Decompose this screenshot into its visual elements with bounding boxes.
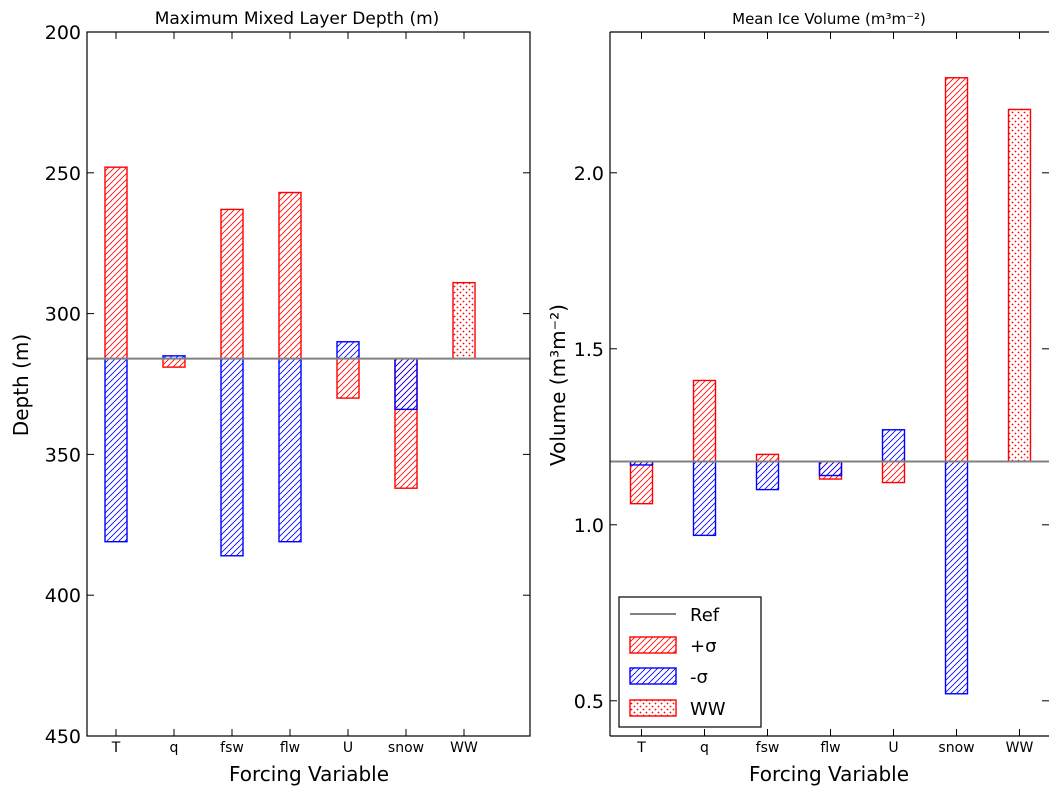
right-bar-minus-sigma-snow <box>944 460 969 695</box>
right-y-axis-label: Volume (m³m⁻²) <box>546 304 570 466</box>
left-axes-frame <box>86 31 531 737</box>
left-bar-minus-sigma-U <box>336 341 360 360</box>
left-x-tick-label-fsw: fsw <box>220 740 244 756</box>
legend-label: Ref <box>690 605 720 626</box>
left-bar-plus-sigma-flw <box>278 191 302 360</box>
legend-label: +σ <box>690 636 717 657</box>
left-x-tick-label-q: q <box>170 740 179 756</box>
right-bar-plus-sigma-T <box>629 460 654 505</box>
left-x-tick-label-U: U <box>343 740 353 756</box>
legend-swatch-minus-sigma <box>629 667 677 685</box>
right-x-axis-label: Forcing Variable <box>749 762 909 786</box>
right-y-tick-label: 0.5 <box>574 691 604 713</box>
left-x-tick-label-WW: WW <box>450 740 478 756</box>
legend-label: -σ <box>690 667 708 688</box>
left-bar-minus-sigma-flw <box>278 357 302 543</box>
left-bar-minus-sigma-T <box>104 357 128 543</box>
right-bar-plus-sigma-fsw <box>755 453 780 463</box>
right-bar-minus-sigma-flw <box>818 460 843 477</box>
left-x-tick-label-flw: flw <box>280 740 300 756</box>
left-y-tick-label: 400 <box>45 585 81 607</box>
left-y-axis-label: Depth (m) <box>9 334 33 436</box>
legend-swatch-plus-sigma <box>629 636 677 654</box>
left-bar-plus-sigma-U <box>336 357 360 399</box>
right-x-tick-label-fsw: fsw <box>756 740 780 756</box>
legend-swatch-ww <box>629 699 677 717</box>
left-bar-plus-sigma-q <box>162 357 186 368</box>
right-x-tick-label-T: T <box>636 740 646 756</box>
left-y-tick-label: 300 <box>45 304 81 326</box>
right-y-tick-label: 1.0 <box>574 515 604 537</box>
right-bar-plus-sigma-U <box>881 460 906 484</box>
right-y-tick-label: 1.5 <box>574 339 604 361</box>
right-panel: Mean Ice Volume (m³m⁻²) Volume (m³m⁻²) F… <box>546 10 1049 786</box>
right-x-tick-label-q: q <box>700 740 709 756</box>
right-y-ticks: 0.5 1.0 1.5 2.0 <box>574 163 1049 713</box>
left-bar-ww-WW <box>452 281 476 360</box>
left-bar-plus-sigma-fsw <box>220 208 244 360</box>
right-x-tick-label-U: U <box>888 740 898 756</box>
left-y-tick-label: 450 <box>45 726 81 748</box>
left-bar-minus-sigma-snow <box>394 357 418 411</box>
left-x-tick-label-T: T <box>111 740 121 756</box>
right-bar-plus-sigma-snow <box>944 77 969 463</box>
left-y-tick-label: 250 <box>45 163 81 185</box>
right-y-tick-label: 2.0 <box>574 163 604 185</box>
right-x-tick-label-WW: WW <box>1006 740 1034 756</box>
left-y-tick-label: 200 <box>45 22 81 44</box>
left-bar-plus-sigma-T <box>104 166 128 360</box>
legend-label: WW <box>690 699 726 720</box>
left-bars <box>104 166 476 557</box>
left-y-tick-label: 350 <box>45 444 81 466</box>
right-bar-minus-sigma-fsw <box>755 460 780 491</box>
right-x-tick-label-snow: snow <box>938 740 974 756</box>
left-chart-title: Maximum Mixed Layer Depth (m) <box>155 9 440 29</box>
right-bar-minus-sigma-U <box>881 429 906 463</box>
right-bars <box>629 77 1032 695</box>
left-y-ticks: 200 250 300 350 400 450 <box>45 22 530 748</box>
left-panel: Maximum Mixed Layer Depth (m) Depth (m) … <box>9 9 531 786</box>
right-bar-minus-sigma-q <box>692 460 717 537</box>
left-bar-minus-sigma-fsw <box>220 357 244 557</box>
right-chart-title: Mean Ice Volume (m³m⁻²) <box>732 10 926 28</box>
left-x-tick-label-snow: snow <box>388 740 424 756</box>
right-bar-ww-WW <box>1007 108 1032 463</box>
right-x-tick-label-flw: flw <box>820 740 840 756</box>
right-bar-plus-sigma-q <box>692 379 717 463</box>
legend: Ref +σ -σ WW <box>618 596 762 728</box>
left-x-axis-label: Forcing Variable <box>229 762 389 786</box>
